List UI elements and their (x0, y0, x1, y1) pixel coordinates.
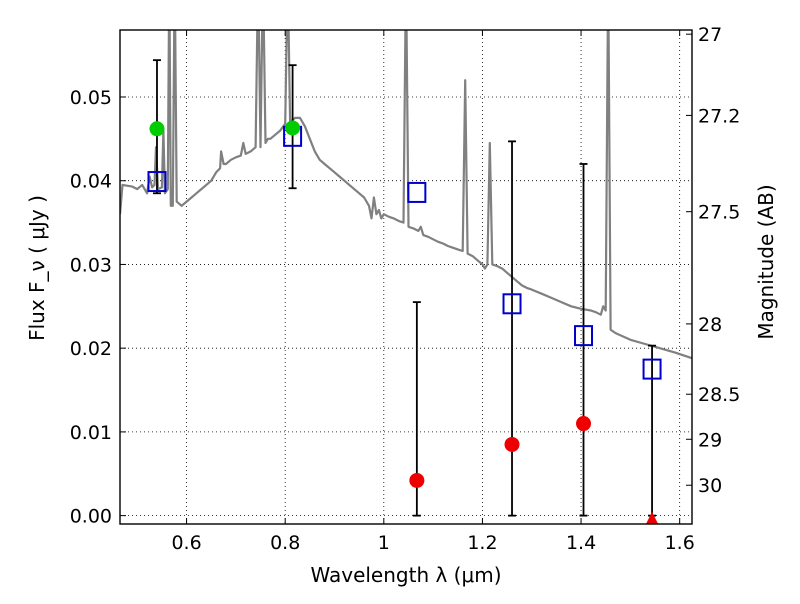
data-point-circle (576, 416, 592, 432)
plot-frame (119, 29, 693, 525)
right-tick-label: 27.2 (698, 105, 740, 127)
data-point-square (407, 181, 427, 203)
x-tick-label: 1.6 (665, 532, 695, 554)
data-point-circle (409, 472, 425, 488)
plot-area (120, 30, 692, 524)
right-tick-label: 27 (698, 24, 722, 46)
y-tick-label: 0.04 (70, 171, 112, 193)
model-spectrum-line (120, 30, 692, 360)
grid (120, 30, 692, 524)
y-tick-label: 0.05 (70, 87, 112, 109)
y-tick-label: 0.00 (70, 506, 112, 528)
x-tick-label: 1.4 (566, 532, 596, 554)
data-point-square (642, 358, 662, 380)
data-point-circle (149, 121, 165, 137)
data-point-square (147, 171, 167, 193)
x-tick-label: 0.8 (270, 532, 300, 554)
y-tick-label: 0.02 (70, 338, 112, 360)
data-point-square (502, 293, 522, 315)
data-point-circle (285, 120, 301, 136)
right-tick-label: 30 (698, 475, 722, 497)
right-tick-label: 27.5 (698, 202, 740, 224)
axes-ticks: 0.6 0.8 1 1.2 1.4 1.6 0.00 0.01 0.02 0.03 0.04 0.05… (70, 24, 741, 554)
y-axis-label-right: Magnitude (AB) (754, 184, 778, 339)
x-tick-label: 0.6 (171, 532, 201, 554)
right-tick-label: 28.5 (698, 384, 740, 406)
data-point-triangle (645, 511, 659, 524)
y-tick-label: 0.03 (70, 254, 112, 276)
x-axis-label: Wavelength λ (μm) (310, 563, 501, 587)
right-tick-label: 28 (698, 314, 722, 336)
x-tick-label: 1.2 (467, 532, 497, 554)
x-tick-label: 1 (378, 532, 390, 554)
right-tick-label: 29 (698, 429, 722, 451)
y-axis-label-left: Flux F_ν ( μJy ) (25, 195, 49, 341)
y-tick-label: 0.01 (70, 422, 112, 444)
data-point-circle (504, 436, 520, 452)
data-point-square (574, 325, 594, 347)
